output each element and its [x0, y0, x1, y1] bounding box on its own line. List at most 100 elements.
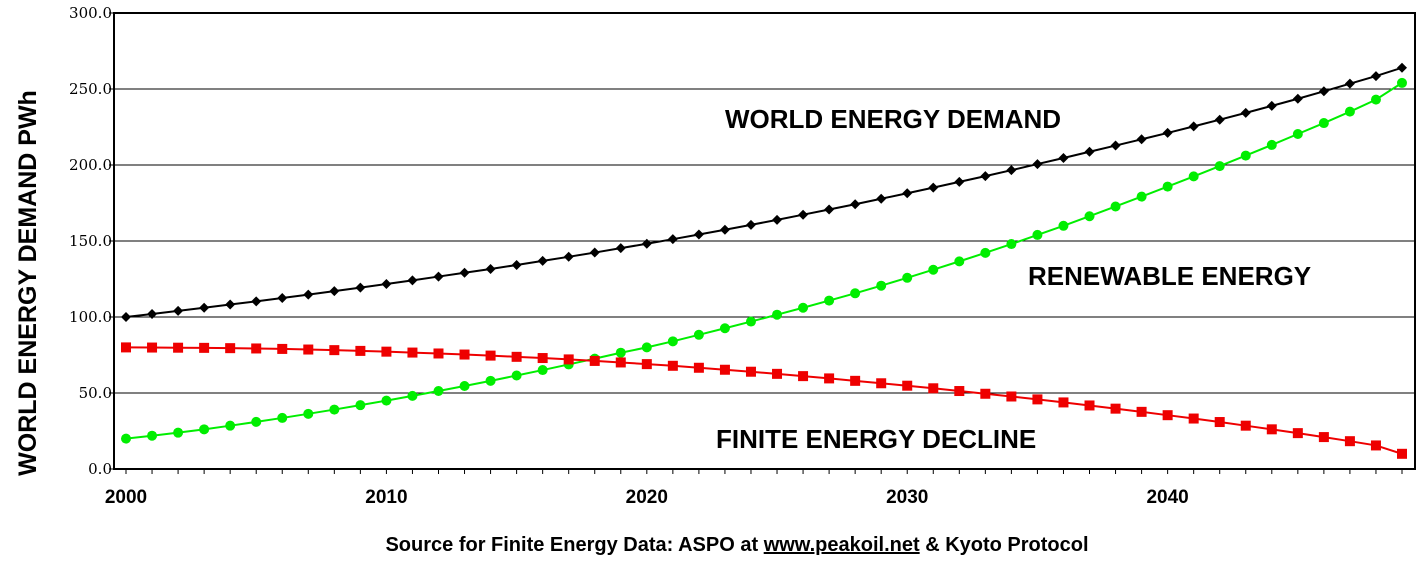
data-point-square: [1162, 410, 1173, 421]
data-point-diamond: [1397, 62, 1407, 73]
data-point-diamond: [1084, 146, 1095, 157]
data-point-diamond: [902, 188, 913, 199]
data-point-square: [563, 354, 574, 365]
data-point-diamond: [1240, 107, 1251, 118]
data-point-square: [1136, 406, 1147, 417]
data-point-diamond: [277, 293, 288, 303]
data-point-circle: [1058, 220, 1069, 231]
data-point-circle: [1214, 161, 1225, 172]
data-point-diamond: [589, 247, 600, 258]
data-point-diamond: [225, 299, 236, 310]
data-point-square: [772, 368, 783, 379]
data-point-circle: [798, 302, 809, 313]
y-tick-label: 300.0: [69, 4, 112, 22]
x-tick-label: 2040: [1146, 487, 1188, 508]
data-point-circle: [1370, 94, 1381, 105]
data-point-diamond: [1136, 134, 1147, 145]
data-point-square: [745, 366, 756, 377]
data-point-square: [1266, 424, 1277, 435]
data-point-circle: [1240, 150, 1251, 161]
data-point-square: [1240, 420, 1251, 431]
data-point-square: [381, 346, 392, 357]
data-point-circle: [1162, 181, 1173, 192]
data-point-diamond: [407, 275, 418, 286]
data-point-circle: [928, 264, 939, 275]
data-point-circle: [1110, 201, 1121, 212]
data-point-diamond: [824, 204, 835, 215]
data-point-circle: [1006, 239, 1017, 250]
x-axis-ticks: 2000 2010 2020 2030 2040: [105, 469, 1403, 508]
data-point-circle: [511, 370, 522, 381]
data-point-circle: [1292, 128, 1303, 139]
x-tick-label: 2010: [365, 487, 407, 508]
annotation-renewable: RENEWABLE ENERGY: [1028, 261, 1311, 291]
data-point-circle: [745, 316, 756, 327]
data-point-square: [667, 360, 678, 371]
data-point-square: [954, 386, 965, 397]
data-point-square: [1084, 400, 1095, 411]
y-tick-label: 200.0: [69, 156, 112, 174]
data-point-square: [329, 345, 340, 356]
data-point-diamond: [719, 224, 730, 235]
data-point-circle: [876, 280, 887, 291]
data-point-square: [693, 362, 704, 373]
data-point-square: [1397, 448, 1407, 459]
data-point-circle: [1188, 171, 1199, 182]
data-point-diamond: [1214, 114, 1225, 125]
data-point-diamond: [1188, 121, 1199, 132]
data-point-square: [928, 383, 939, 394]
data-point-circle: [121, 433, 131, 444]
data-point-diamond: [693, 229, 704, 240]
data-point-diamond: [511, 260, 522, 271]
data-point-diamond: [928, 182, 939, 193]
data-point-circle: [173, 427, 184, 438]
data-point-circle: [433, 386, 444, 397]
data-point-diamond: [1162, 127, 1173, 138]
data-point-circle: [407, 390, 418, 401]
y-tick-label: 150.0: [69, 232, 112, 250]
data-point-circle: [277, 412, 288, 423]
data-point-circle: [251, 416, 262, 427]
data-point-square: [147, 342, 158, 353]
data-point-diamond: [1344, 78, 1355, 89]
data-point-diamond: [667, 234, 678, 245]
data-point-diamond: [1006, 165, 1017, 176]
data-point-circle: [772, 309, 783, 320]
data-point-diamond: [251, 296, 262, 307]
data-point-square: [1344, 436, 1355, 447]
data-point-circle: [1266, 139, 1277, 150]
data-point-square: [251, 343, 262, 354]
data-point-diamond: [303, 289, 314, 300]
data-point-diamond: [1058, 153, 1069, 164]
data-point-square: [719, 364, 730, 375]
y-tick-label: 250.0: [69, 80, 112, 98]
data-point-square: [1110, 403, 1121, 414]
data-point-circle: [980, 247, 991, 258]
data-point-diamond: [1266, 100, 1277, 111]
data-point-diamond: [537, 255, 548, 266]
data-point-circle: [355, 400, 366, 411]
data-point-square: [199, 342, 210, 353]
data-point-circle: [719, 323, 730, 334]
data-point-diamond: [876, 193, 887, 204]
data-point-diamond: [1032, 159, 1043, 170]
y-axis-label: WORLD ENERGY DEMAND PWh: [14, 90, 42, 476]
data-point-circle: [485, 375, 496, 386]
data-point-circle: [902, 272, 913, 283]
data-point-square: [1214, 417, 1225, 428]
data-point-circle: [850, 288, 861, 299]
data-point-square: [1058, 397, 1069, 408]
data-point-diamond: [459, 267, 470, 278]
x-tick-label: 2000: [105, 487, 147, 508]
data-point-square: [121, 342, 131, 353]
y-tick-label: 100.0: [69, 308, 112, 326]
data-point-diamond: [615, 243, 626, 254]
data-point-square: [485, 350, 496, 361]
data-point-diamond: [485, 263, 496, 274]
y-axis-ticks: 0.0 50.0 100.0 150.0 200.0 250.0 300.0: [69, 4, 114, 478]
data-point-square: [1318, 432, 1329, 443]
data-point-circle: [147, 430, 158, 441]
source-link[interactable]: www.peakoil.net: [763, 534, 920, 556]
data-point-diamond: [772, 214, 783, 225]
data-point-square: [876, 378, 887, 389]
